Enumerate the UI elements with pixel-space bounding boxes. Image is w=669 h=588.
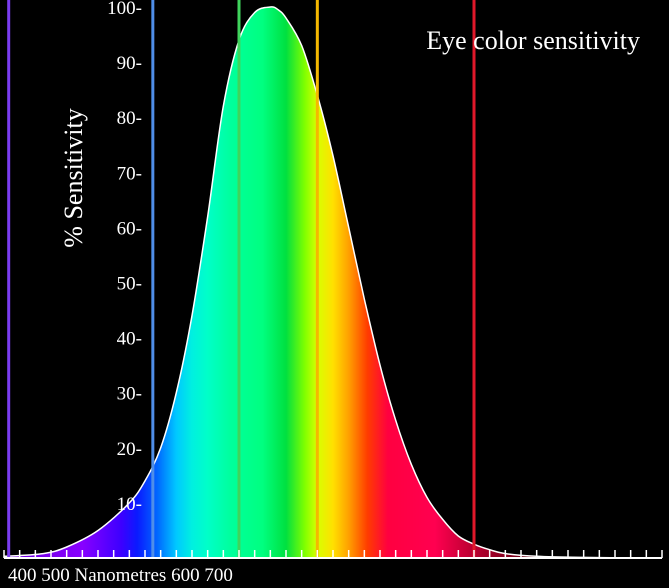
y-tick-label: 90-	[117, 53, 142, 74]
x-axis-label: Nanometres	[75, 565, 167, 586]
y-tick-label: 30-	[117, 384, 142, 405]
y-tick-label: 10-	[117, 494, 142, 515]
y-tick-label: 70-	[117, 163, 142, 184]
y-axis-label: % Sensitivity	[59, 108, 88, 247]
sensitivity-area	[4, 6, 662, 559]
y-tick-label: 20-	[117, 439, 142, 460]
x-tick-label: 400	[8, 565, 37, 586]
x-tick-label: 700	[204, 565, 233, 586]
y-tick-label: 100-	[107, 0, 142, 19]
y-tick-label: 40-	[117, 329, 142, 350]
y-tick-label: 80-	[117, 108, 142, 129]
y-tick-label: 60-	[117, 218, 142, 239]
y-tick-label: 50-	[117, 274, 142, 295]
sensitivity-curve	[3, 6, 663, 559]
x-tick-label: 600	[171, 565, 200, 586]
x-axis-line: 400 500 Nanometres 600 700	[8, 565, 233, 586]
chart-title: Eye color sensitivity	[426, 26, 640, 55]
x-tick-label: 500	[41, 565, 70, 586]
